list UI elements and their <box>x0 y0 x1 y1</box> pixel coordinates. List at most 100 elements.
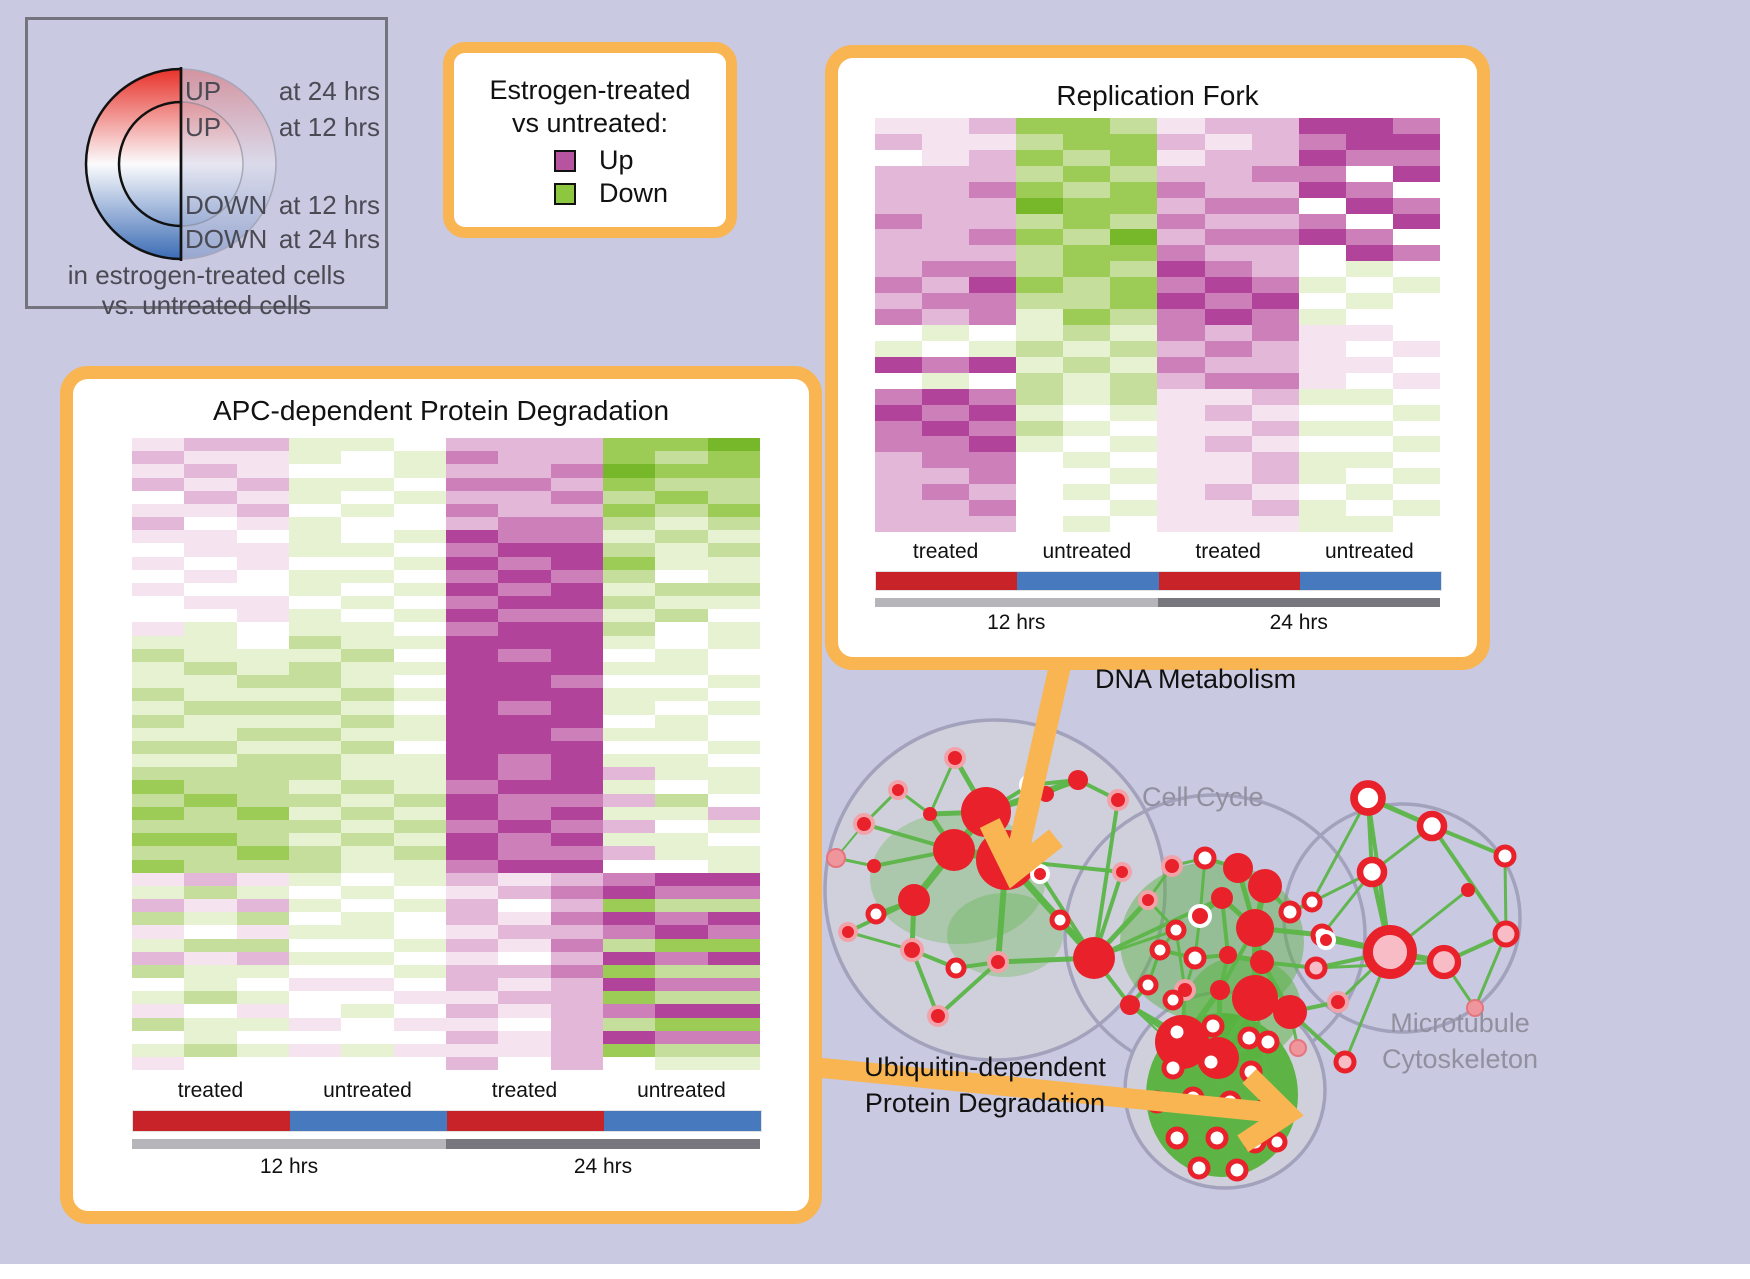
heatmap-cell <box>1016 516 1064 532</box>
heatmap-cell <box>655 556 708 570</box>
heatmap-cell <box>1157 277 1205 294</box>
heatmap-cell <box>445 885 499 900</box>
heatmap-cell <box>1016 388 1064 405</box>
heatmap-cell <box>498 688 551 702</box>
network-node-donut <box>1205 1126 1229 1150</box>
heatmap-cell <box>236 635 289 649</box>
heatmap-row <box>875 420 1440 437</box>
heatmap-cell <box>498 872 551 886</box>
heatmap-cell <box>1204 245 1252 262</box>
heatmap-cell <box>184 780 237 794</box>
heatmap-cell <box>1345 324 1393 341</box>
heatmap-cell <box>288 451 342 465</box>
heatmap-cell <box>288 714 342 728</box>
network-node-solid <box>1073 937 1115 979</box>
heatmap-cell <box>1298 197 1346 214</box>
heatmap-cell <box>1157 356 1205 373</box>
heatmap-cell <box>707 885 760 900</box>
heatmap-cell <box>1298 277 1346 294</box>
heatmap-cell <box>602 503 656 518</box>
heatmap-cell <box>184 582 237 597</box>
heatmap-cell <box>655 1004 708 1018</box>
heatmap-cell <box>1063 372 1111 389</box>
heatmap-cell <box>445 859 499 873</box>
heatmap-row <box>132 872 760 886</box>
network-node-halo <box>1188 904 1212 928</box>
heatmap-cell <box>236 793 289 807</box>
heatmap-row <box>875 309 1440 325</box>
heatmap-cell <box>236 569 289 583</box>
heatmap-cell <box>498 833 551 847</box>
rf-condition-bar <box>875 571 1442 591</box>
heatmap-cell <box>341 714 394 728</box>
heatmap-cell <box>922 118 970 134</box>
heatmap-cell <box>550 582 603 597</box>
heatmap-cell <box>393 661 446 676</box>
heatmap-cell <box>1345 388 1393 405</box>
network-node-donut <box>1165 919 1187 941</box>
heatmap-cell <box>1110 452 1158 469</box>
heatmap-row <box>132 596 760 610</box>
heatmap-cell <box>236 661 289 676</box>
heatmap-cell <box>1110 356 1158 373</box>
heatmap-cell <box>393 596 446 610</box>
heatmap-cell <box>236 885 289 900</box>
heatmap-cell <box>341 951 394 965</box>
heatmap-cell <box>184 1004 237 1018</box>
heatmap-cell <box>922 213 970 230</box>
heatmap-cell <box>1016 356 1064 373</box>
network-node-donut <box>1266 1131 1288 1153</box>
heatmap-cell <box>445 899 499 913</box>
heatmap-cell <box>445 622 499 636</box>
heatmap-cell <box>655 991 708 1005</box>
heatmap-cell <box>498 819 551 834</box>
heatmap-cell <box>655 451 708 465</box>
network-node-donut <box>1165 1126 1189 1150</box>
heatmap-cell <box>445 740 499 755</box>
heatmap-cell <box>1110 118 1158 134</box>
heatmap-row <box>132 464 760 478</box>
heatmap-cell <box>1392 340 1440 357</box>
heatmap-cell <box>1110 213 1158 230</box>
heatmap-cell <box>1063 356 1111 373</box>
heatmap-cell <box>1016 420 1064 437</box>
heatmap-cell <box>236 912 289 926</box>
heatmap-cell <box>184 991 237 1005</box>
heatmap-cell <box>393 530 446 544</box>
network-node-solid <box>1248 869 1282 903</box>
heatmap-cell <box>132 609 185 623</box>
heatmap-cell <box>288 596 342 610</box>
heatmap-cell <box>1251 356 1299 373</box>
heatmap-cell <box>1298 181 1346 198</box>
estrogen-legend-title-line1: Estrogen-treated <box>489 75 691 105</box>
heatmap-cell <box>922 324 970 341</box>
heatmap-cell <box>1298 388 1346 405</box>
heatmap-cell <box>1392 245 1440 262</box>
heatmap-row <box>875 372 1440 389</box>
untreated-bar-segment <box>604 1111 761 1131</box>
heatmap-cell <box>132 688 185 702</box>
heatmap-cell <box>875 118 923 134</box>
heatmap-cell <box>132 1057 185 1071</box>
heatmap-row <box>132 1043 760 1058</box>
heatmap-cell <box>1251 484 1299 501</box>
heatmap-cell <box>1251 436 1299 453</box>
heatmap-cell <box>393 806 446 820</box>
heatmap-cell <box>1392 261 1440 278</box>
network-node-donutpink <box>1426 944 1462 980</box>
heatmap-cell <box>1110 484 1158 501</box>
heatmap-cell <box>550 556 603 570</box>
heatmap-cell <box>1345 340 1393 357</box>
heatmap-cell <box>655 477 708 491</box>
heatmap-cell <box>1063 133 1111 150</box>
heatmap-cell <box>602 767 656 781</box>
heatmap-cell <box>707 1017 760 1031</box>
heatmap-cell <box>288 569 342 583</box>
heatmap-cell <box>445 438 499 452</box>
heatmap-cell <box>922 516 970 532</box>
heatmap-cell <box>132 767 185 781</box>
heatmap-cell <box>341 846 394 860</box>
heatmap-cell <box>498 517 551 531</box>
heatmap-cell <box>288 622 342 636</box>
heatmap-cell <box>445 819 499 834</box>
